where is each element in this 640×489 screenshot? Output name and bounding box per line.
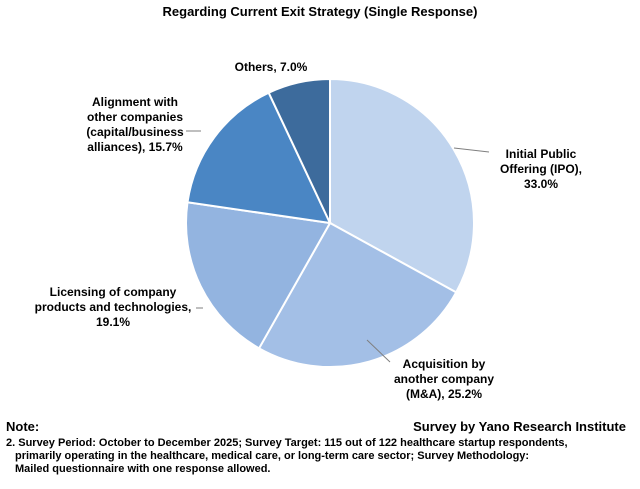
slice-label-line: Others, 7.0%	[235, 60, 308, 74]
pie-slice	[185, 201, 332, 350]
leader-line	[453, 147, 490, 153]
slice-label-line: Offering (IPO),	[500, 162, 582, 176]
slice-label: Acquisition by another company (M&A), 25.2…	[394, 357, 494, 401]
slice-label: Others, 7.0%	[235, 60, 308, 74]
slice-label: Initial Public Offering (IPO), 33.0%	[500, 147, 582, 191]
note-label: Note:	[6, 419, 40, 434]
pie-chart: Initial Public Offering (IPO), 33.0% Acquis…	[35, 60, 582, 401]
slice-label-line: Licensing of company	[50, 285, 177, 299]
slice-label-line: 19.1%	[96, 315, 130, 329]
footnote-line: primarily operating in the healthcare, m…	[15, 450, 530, 462]
slice-label: Alignment with other companies (capital/bu…	[86, 95, 184, 154]
slice-label-line: alliances), 15.7%	[87, 140, 183, 154]
chart-title: Regarding Current Exit Strategy (Single …	[162, 4, 478, 19]
slice-label: Licensing of company products and technol…	[35, 285, 192, 329]
pie-slice	[186, 91, 332, 225]
slice-label-line: Initial Public	[506, 147, 577, 161]
footnote-line: 2. Survey Period: October to December 20…	[6, 437, 568, 449]
slice-label-line: 33.0%	[524, 177, 558, 191]
slice-label-line: Acquisition by	[403, 357, 486, 371]
slice-label-line: Alignment with	[92, 95, 178, 109]
footnote: 2. Survey Period: October to December 20…	[6, 437, 636, 476]
pie-slice	[267, 77, 331, 224]
pie-slice	[329, 77, 475, 294]
slice-label-line: products and technologies,	[35, 300, 192, 314]
slice-label-line: other companies	[87, 110, 183, 124]
source-label: Survey by Yano Research Institute	[413, 419, 626, 434]
slice-label-line: (M&A), 25.2%	[406, 387, 482, 401]
footnote-line: Mailed questionnaire with one response a…	[15, 463, 271, 475]
slice-label-line: another company	[394, 372, 494, 386]
leader-line	[366, 339, 391, 363]
slice-label-line: (capital/business	[86, 125, 184, 139]
pie-slice	[257, 221, 458, 368]
